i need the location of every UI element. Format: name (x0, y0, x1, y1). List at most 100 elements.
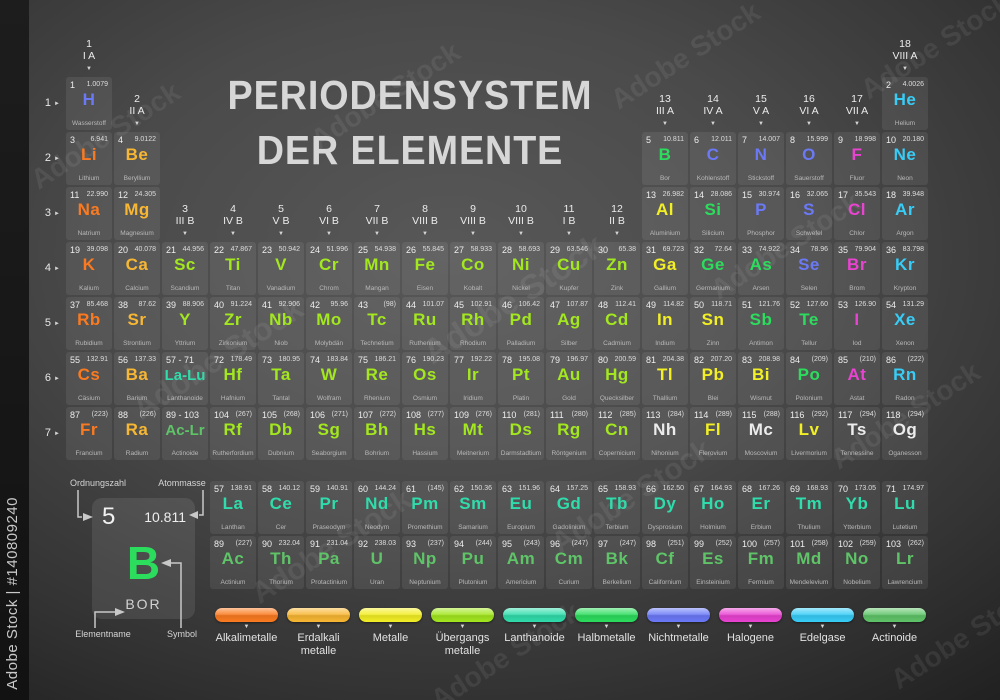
element-name: Gadolinium (552, 524, 586, 531)
element-symbol: Kr (895, 255, 915, 274)
element-mass: 15.999 (806, 136, 828, 143)
element-mass: 238.03 (374, 540, 396, 547)
element-cell-Ar: 18 39.948 Ar Argon (882, 187, 928, 240)
element-number: 57 (214, 484, 225, 494)
element-number: 93 (406, 539, 417, 549)
element-number: 1 (70, 80, 76, 90)
legend-item-halogene: ▼ Halogene (719, 608, 782, 644)
element-symbol: Br (847, 255, 867, 274)
legend-label: Halogene (701, 632, 801, 645)
element-number: 48 (598, 300, 609, 310)
element-number: 115 (742, 410, 757, 420)
down-arrow-icon: ▼ (422, 231, 428, 237)
element-symbol: Rf (223, 420, 243, 439)
element-symbol: V (275, 255, 287, 274)
adobe-stock-watermark-bar: Adobe Stock | #140809240 (0, 0, 29, 700)
element-mass: (98) (383, 301, 396, 308)
label-atommasse: Atommasse (158, 478, 206, 488)
down-arrow-icon: ▼ (387, 624, 394, 630)
element-name: Rutherfordium (212, 450, 254, 457)
element-number: 49 (646, 300, 657, 310)
element-name: Einsteinium (696, 579, 730, 586)
element-mass: 102.91 (470, 301, 492, 308)
element-name: Natrium (77, 230, 101, 237)
element-mass: 140.12 (278, 485, 300, 492)
group-number: 16 (803, 93, 815, 105)
element-mass: (252) (715, 540, 732, 547)
element-mass: 167.26 (758, 485, 780, 492)
element-cell-Sb: 51 121.76 Sb Antimon (738, 297, 784, 350)
element-symbol: Sn (701, 310, 725, 329)
element-number: 36 (886, 245, 897, 255)
element-cell-Ne: 10 20.180 Ne Neon (882, 132, 928, 185)
element-cell-Kr: 36 83.798 Kr Krypton (882, 242, 928, 295)
element-symbol: Be (125, 145, 149, 164)
element-number: 31 (646, 245, 657, 255)
element-cell-La: 57 138.91 La Lanthan (210, 481, 256, 534)
element-name: Strontium (123, 340, 151, 347)
element-cell-Sg: 106 (271) Sg Seaborgium (306, 407, 352, 460)
element-cell-Fe: 26 55.845 Fe Eisen (402, 242, 448, 295)
legend-color-swatch (215, 608, 278, 622)
element-cell-Na: 11 22.990 Na Natrium (66, 187, 112, 240)
element-mass: 178.49 (230, 356, 252, 363)
element-number: 57 - 71 (166, 355, 195, 365)
group-roman-label: I A (82, 50, 96, 62)
element-name: Sauerstoff (794, 175, 824, 182)
element-number: 86 (886, 355, 897, 365)
element-symbol: Po (797, 365, 821, 384)
period-number: 4 (44, 262, 52, 274)
element-cell-Ds: 110 (281) Ds Darmstadtium (498, 407, 544, 460)
element-mass: 118.71 (711, 301, 732, 308)
element-name: Wismut (750, 395, 772, 402)
element-cell-Se: 34 78.96 Se Selen (786, 242, 832, 295)
element-mass: 131.29 (902, 301, 924, 308)
element-name: Europium (507, 524, 535, 531)
element-mass: 126.90 (854, 301, 876, 308)
element-name: Lawrencium (887, 579, 923, 586)
period-label-1: 1 ► (34, 97, 60, 109)
element-symbol: Rh (461, 310, 485, 329)
element-name: Thallium (652, 395, 678, 402)
group-roman-label: I B (562, 215, 576, 227)
element-mass: 140.91 (326, 485, 348, 492)
element-name: Cäsium (77, 395, 101, 402)
element-name: Quecksilber (599, 395, 635, 402)
element-name: Schwefel (795, 230, 823, 237)
element-mass: (243) (523, 540, 540, 547)
group-roman-label: VIII A (892, 50, 918, 62)
element-symbol: Ho (701, 494, 725, 513)
element-name: Osmium (412, 395, 438, 402)
element-number: 9 (838, 135, 844, 145)
element-mass: 87.62 (138, 301, 156, 308)
element-number: 29 (550, 245, 561, 255)
element-number: 118 (886, 410, 901, 420)
element-cell-Bi: 83 208.98 Bi Wismut (738, 352, 784, 405)
element-number: 6 (694, 135, 700, 145)
element-name: Silicium (701, 230, 725, 237)
element-mass: 106.42 (518, 301, 540, 308)
element-cell-Cu: 29 63.546 Cu Kupfer (546, 242, 592, 295)
down-arrow-icon: ▼ (470, 231, 476, 237)
element-cell-Fm: 100 (257) Fm Fermium (738, 536, 784, 589)
element-symbol: Bk (605, 549, 629, 568)
element-name: Selen (800, 285, 818, 292)
element-symbol: Os (413, 365, 437, 384)
element-name: Radium (125, 450, 149, 457)
element-symbol: Cs (77, 365, 101, 384)
legend-color-swatch (863, 608, 926, 622)
legend-label-line: Erdalkali (297, 632, 340, 644)
element-mass: 157.25 (566, 485, 588, 492)
group-roman-label: VIII B (508, 215, 534, 227)
element-cell-Xe: 54 131.29 Xe Xenon (882, 297, 928, 350)
element-symbol: S (803, 200, 815, 219)
element-cell-Ir: 77 192.22 Ir Iridium (450, 352, 496, 405)
group-number: 1 (86, 38, 92, 50)
element-symbol: Nd (365, 494, 389, 513)
element-cell-Zn: 30 65.38 Zn Zink (594, 242, 640, 295)
legend-item-uebergangsmetalle: ▼ Übergangs metalle (431, 608, 494, 657)
element-symbol: Sc (174, 255, 196, 274)
element-name: Calcium (125, 285, 149, 292)
element-name: Protactinium (310, 579, 348, 586)
